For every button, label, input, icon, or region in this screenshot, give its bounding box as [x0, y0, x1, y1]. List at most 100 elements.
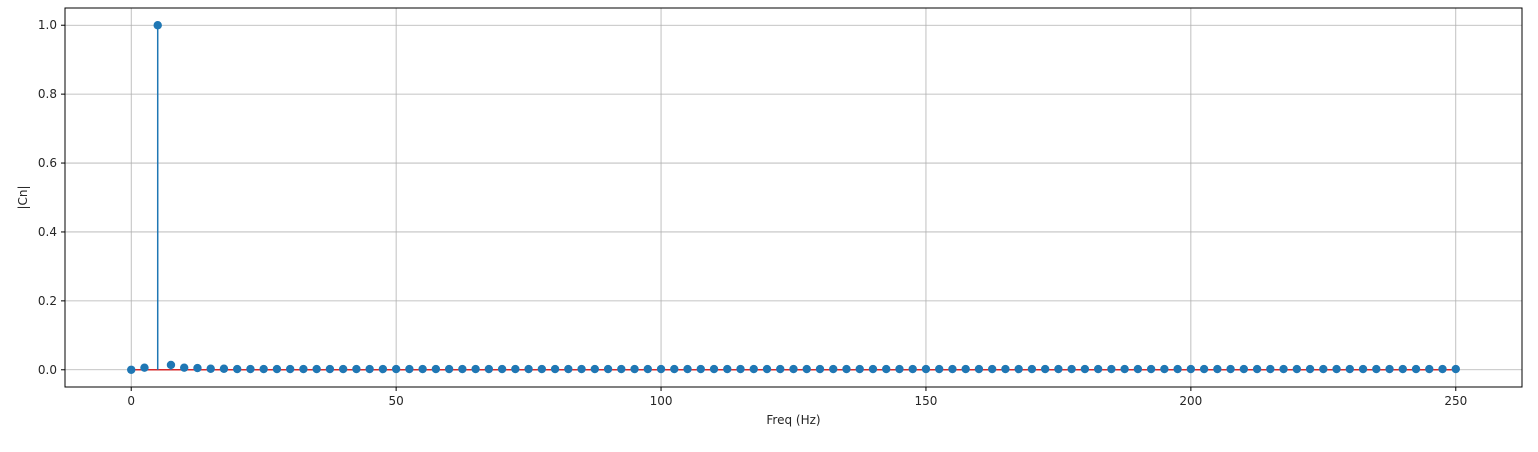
stem-marker: [325, 364, 335, 374]
stem-marker: [1319, 364, 1328, 374]
stem-marker: [1093, 364, 1103, 374]
stem-marker: [1014, 364, 1023, 374]
plot-frame: [64, 7, 1523, 388]
stem-marker: [776, 364, 785, 374]
stem-marker: [391, 364, 401, 374]
stem-marker: [974, 364, 984, 374]
stem-marker: [868, 364, 878, 374]
stem-marker: [961, 364, 970, 374]
stem-marker: [140, 363, 149, 372]
stem-marker: [603, 364, 613, 374]
stem-marker: [590, 364, 600, 374]
stem-marker: [564, 364, 573, 374]
stem-marker: [683, 364, 692, 374]
stem-marker: [484, 364, 494, 374]
stem-marker: [444, 364, 454, 374]
stem-marker: [670, 364, 679, 374]
stem-marker: [802, 364, 811, 374]
stem-marker: [1146, 364, 1156, 374]
stem-marker: [312, 364, 321, 374]
stem-marker: [749, 364, 758, 374]
stem-marker: [643, 364, 652, 374]
stem-marker: [1411, 364, 1421, 374]
stem-marker: [1239, 364, 1249, 374]
stem-marker: [1358, 364, 1368, 374]
stem-marker: [458, 364, 467, 374]
y-tick-label: 0.0: [38, 363, 57, 377]
stem-marker: [471, 364, 480, 374]
stem-marker: [166, 360, 176, 370]
stem-marker: [272, 364, 282, 374]
stem-marker: [815, 364, 825, 374]
stem-marker: [987, 364, 997, 374]
stem-marker: [1398, 364, 1407, 374]
stem-marker: [829, 364, 838, 374]
stem-marker: [1345, 364, 1355, 374]
stem-marker: [1252, 364, 1262, 374]
stem-marker: [617, 364, 626, 374]
stem-marker: [338, 364, 348, 374]
stem-marker: [723, 364, 732, 374]
stem-marker: [1133, 364, 1143, 374]
x-tick-label: 100: [650, 394, 673, 408]
stem-marker: [921, 364, 931, 374]
stem-marker: [1213, 364, 1222, 374]
stem-marker: [365, 364, 374, 374]
stem-marker: [153, 21, 162, 30]
stem-marker: [285, 364, 295, 374]
stem-marker: [1199, 364, 1209, 374]
x-tick-label: 250: [1444, 394, 1467, 408]
stem-marker: [1027, 364, 1037, 374]
stem-marker: [206, 364, 215, 373]
stem-marker: [1186, 364, 1196, 374]
x-axis-label: Freq (Hz): [766, 413, 820, 427]
stem-marker: [1266, 364, 1275, 374]
y-tick-label: 0.8: [38, 87, 57, 101]
stem-marker: [1080, 364, 1090, 374]
stem-marker: [1305, 364, 1315, 374]
stem-marker: [1372, 364, 1381, 374]
stem-marker: [352, 364, 361, 374]
x-tick-label: 150: [915, 394, 938, 408]
stem-marker: [908, 364, 917, 374]
stem-marker: [1107, 364, 1116, 374]
stem-marker: [1173, 364, 1182, 374]
stem-marker: [1040, 364, 1050, 374]
y-tick-label: 0.4: [38, 225, 57, 239]
stem-marker: [656, 364, 666, 374]
stem-marker: [736, 364, 745, 374]
markers: [127, 21, 1460, 374]
stem-marker: [1438, 364, 1447, 374]
stem-marker: [895, 364, 904, 374]
stem-marker: [1332, 364, 1341, 374]
y-tick-label: 0.6: [38, 156, 57, 170]
stem-marker: [1160, 364, 1169, 374]
stem-marker: [1226, 364, 1235, 374]
stem-marker: [935, 364, 944, 374]
stem-marker: [259, 364, 268, 374]
y-axis-label: |Cn|: [16, 185, 30, 209]
stem-marker: [497, 364, 507, 374]
stem-marker: [219, 364, 229, 373]
stem-marker: [1425, 364, 1434, 374]
stem-marker: [511, 364, 520, 374]
stem-marker: [193, 363, 202, 373]
grid-lines: [65, 8, 1522, 387]
stem-marker: [1292, 364, 1302, 374]
stem-marker: [1001, 364, 1010, 374]
stem-marker: [842, 364, 851, 374]
stem-marker: [431, 364, 441, 374]
x-tick-label: 0: [127, 394, 135, 408]
stem-marker: [709, 364, 719, 374]
stem-marker: [1279, 364, 1288, 374]
stem-marker: [1054, 364, 1063, 374]
stem-marker: [405, 364, 414, 374]
x-tick-label: 200: [1179, 394, 1202, 408]
stem-marker: [537, 364, 547, 374]
stem-marker: [550, 364, 560, 374]
stem-marker: [577, 364, 586, 374]
stem-marker: [696, 364, 705, 374]
stem-marker: [630, 364, 639, 374]
y-tick-label: 0.2: [38, 294, 57, 308]
